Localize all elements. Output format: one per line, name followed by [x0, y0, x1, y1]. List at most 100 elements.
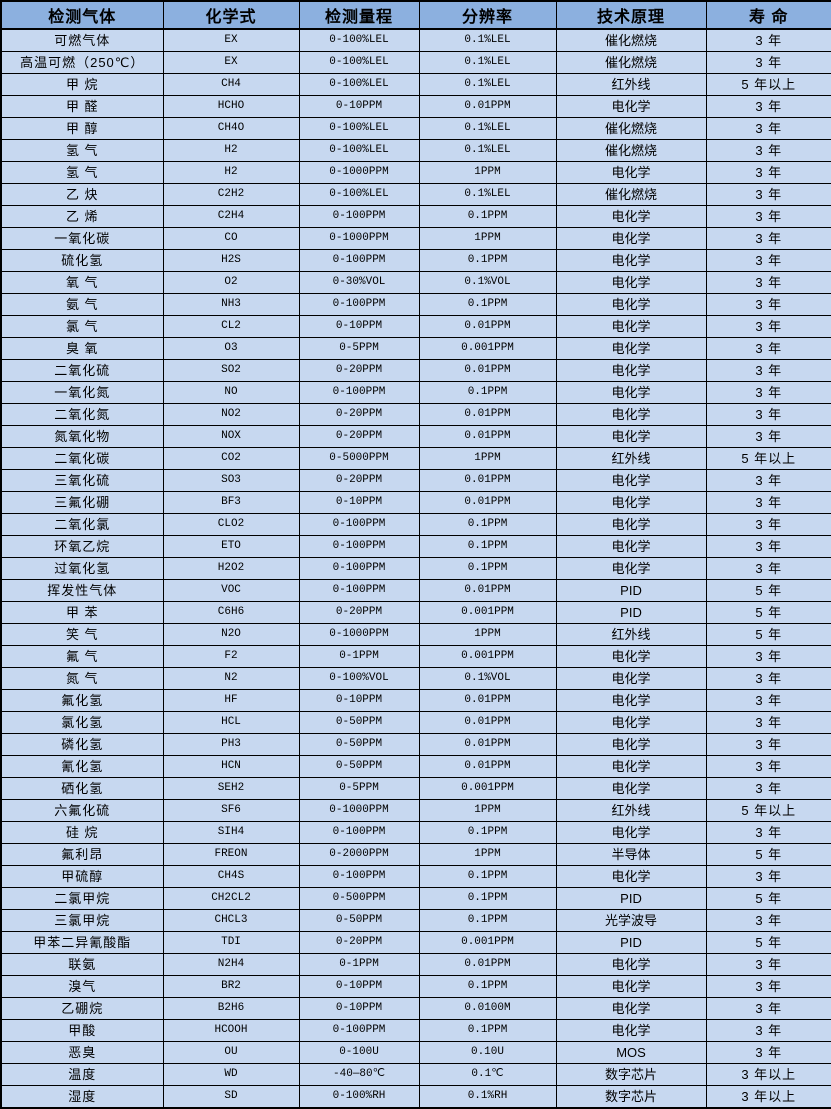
cell-life: 3 年: [705, 909, 831, 932]
table-row: 硒化氢 SEH2 0-5PPM 0.001PPM 电化学 3 年: [0, 777, 831, 800]
cell-gas: 过氧化氢: [0, 557, 164, 580]
cell-principle: 电化学: [555, 161, 707, 184]
cell-principle: 电化学: [555, 821, 707, 844]
cell-formula: CH2CL2: [162, 887, 300, 910]
cell-gas: 氢 气: [0, 139, 164, 162]
table-row: 硫化氢 H2S 0-100PPM 0.1PPM 电化学 3 年: [0, 249, 831, 272]
cell-range: 0-10PPM: [298, 95, 420, 118]
table-row: 湿度 SD 0-100%RH 0.1%RH 数字芯片 3 年以上: [0, 1085, 831, 1109]
cell-range: 0-5PPM: [298, 777, 420, 800]
cell-life: 3 年: [705, 755, 831, 778]
cell-principle: 电化学: [555, 755, 707, 778]
table-row: 氯化氢 HCL 0-50PPM 0.01PPM 电化学 3 年: [0, 711, 831, 734]
cell-range: 0-1000PPM: [298, 799, 420, 822]
cell-formula: HCL: [162, 711, 300, 734]
table-row: 甲 醇 CH4O 0-100%LEL 0.1%LEL 催化燃烧 3 年: [0, 117, 831, 140]
table-row: 三氯甲烷 CHCL3 0-50PPM 0.1PPM 光学波导 3 年: [0, 909, 831, 932]
cell-principle: 电化学: [555, 667, 707, 690]
cell-resolution: 0.001PPM: [418, 931, 557, 954]
cell-life: 3 年: [705, 953, 831, 976]
cell-life: 5 年: [705, 843, 831, 866]
cell-life: 3 年: [705, 425, 831, 448]
table-row: 臭 氧 O3 0-5PPM 0.001PPM 电化学 3 年: [0, 337, 831, 360]
cell-range: 0-10PPM: [298, 315, 420, 338]
cell-resolution: 0.01PPM: [418, 95, 557, 118]
cell-range: 0-20PPM: [298, 425, 420, 448]
table-row: 二氧化氯 CLO2 0-100PPM 0.1PPM 电化学 3 年: [0, 513, 831, 536]
cell-life: 3 年: [705, 733, 831, 756]
cell-principle: 电化学: [555, 403, 707, 426]
cell-life: 3 年: [705, 117, 831, 140]
cell-principle: 电化学: [555, 315, 707, 338]
cell-gas: 三氯甲烷: [0, 909, 164, 932]
cell-principle: 电化学: [555, 491, 707, 514]
table-body: 可燃气体 EX 0-100%LEL 0.1%LEL 催化燃烧 3 年高温可燃（250℃） E…: [0, 28, 831, 1109]
cell-resolution: 0.1PPM: [418, 205, 557, 228]
table-row: 环氧乙烷 ETO 0-100PPM 0.1PPM 电化学 3 年: [0, 535, 831, 558]
cell-formula: PH3: [162, 733, 300, 756]
cell-formula: TDI: [162, 931, 300, 954]
cell-formula: H2O2: [162, 557, 300, 580]
cell-life: 3 年: [705, 821, 831, 844]
cell-formula: H2S: [162, 249, 300, 272]
cell-range: 0-10PPM: [298, 997, 420, 1020]
cell-gas: 一氧化碳: [0, 227, 164, 250]
cell-gas: 三氧化硫: [0, 469, 164, 492]
cell-range: 0-100PPM: [298, 293, 420, 316]
cell-gas: 磷化氢: [0, 733, 164, 756]
cell-formula: CH4: [162, 73, 300, 96]
cell-resolution: 0.001PPM: [418, 777, 557, 800]
cell-range: 0-100PPM: [298, 557, 420, 580]
cell-formula: N2H4: [162, 953, 300, 976]
cell-range: 0-100PPM: [298, 535, 420, 558]
table-row: 氟利昂 FREON 0-2000PPM 1PPM 半导体 5 年: [0, 843, 831, 866]
cell-resolution: 0.1PPM: [418, 249, 557, 272]
cell-range: 0-20PPM: [298, 403, 420, 426]
cell-range: 0-1PPM: [298, 645, 420, 668]
cell-formula: HF: [162, 689, 300, 712]
cell-range: 0-20PPM: [298, 469, 420, 492]
cell-formula: FREON: [162, 843, 300, 866]
cell-resolution: 0.01PPM: [418, 953, 557, 976]
cell-life: 3 年: [705, 227, 831, 250]
cell-resolution: 0.1PPM: [418, 535, 557, 558]
table-row: 溴气 BR2 0-10PPM 0.1PPM 电化学 3 年: [0, 975, 831, 998]
cell-life: 3 年: [705, 51, 831, 74]
cell-principle: 催化燃烧: [555, 117, 707, 140]
cell-formula: CO: [162, 227, 300, 250]
cell-life: 3 年: [705, 28, 831, 52]
cell-gas: 硒化氢: [0, 777, 164, 800]
cell-gas: 二氧化氯: [0, 513, 164, 536]
cell-life: 3 年: [705, 513, 831, 536]
cell-gas: 六氟化硫: [0, 799, 164, 822]
cell-resolution: 0.01PPM: [418, 689, 557, 712]
cell-resolution: 0.001PPM: [418, 337, 557, 360]
cell-resolution: 1PPM: [418, 843, 557, 866]
cell-formula: B2H6: [162, 997, 300, 1020]
cell-formula: VOC: [162, 579, 300, 602]
cell-principle: 电化学: [555, 95, 707, 118]
cell-gas: 氯化氢: [0, 711, 164, 734]
cell-life: 3 年: [705, 359, 831, 382]
cell-principle: 电化学: [555, 865, 707, 888]
column-header-range: 检测量程: [298, 0, 420, 30]
cell-gas: 恶臭: [0, 1041, 164, 1064]
cell-gas: 乙 炔: [0, 183, 164, 206]
cell-principle: PID: [555, 931, 707, 954]
cell-principle: 电化学: [555, 381, 707, 404]
cell-gas: 氢 气: [0, 161, 164, 184]
cell-life: 5 年: [705, 623, 831, 646]
cell-range: 0-5000PPM: [298, 447, 420, 470]
table-row: 高温可燃（250℃） EX 0-100%LEL 0.1%LEL 催化燃烧 3 年: [0, 51, 831, 74]
cell-life: 3 年: [705, 1041, 831, 1064]
table-row: 氮氧化物 NOX 0-20PPM 0.01PPM 电化学 3 年: [0, 425, 831, 448]
cell-resolution: 0.1%VOL: [418, 667, 557, 690]
cell-principle: 电化学: [555, 777, 707, 800]
table-row: 氰化氢 HCN 0-50PPM 0.01PPM 电化学 3 年: [0, 755, 831, 778]
cell-formula: H2: [162, 161, 300, 184]
table-row: 氮 气 N2 0-100%VOL 0.1%VOL 电化学 3 年: [0, 667, 831, 690]
cell-range: 0-100PPM: [298, 821, 420, 844]
cell-resolution: 0.1%LEL: [418, 117, 557, 140]
cell-principle: PID: [555, 601, 707, 624]
cell-resolution: 0.01PPM: [418, 579, 557, 602]
